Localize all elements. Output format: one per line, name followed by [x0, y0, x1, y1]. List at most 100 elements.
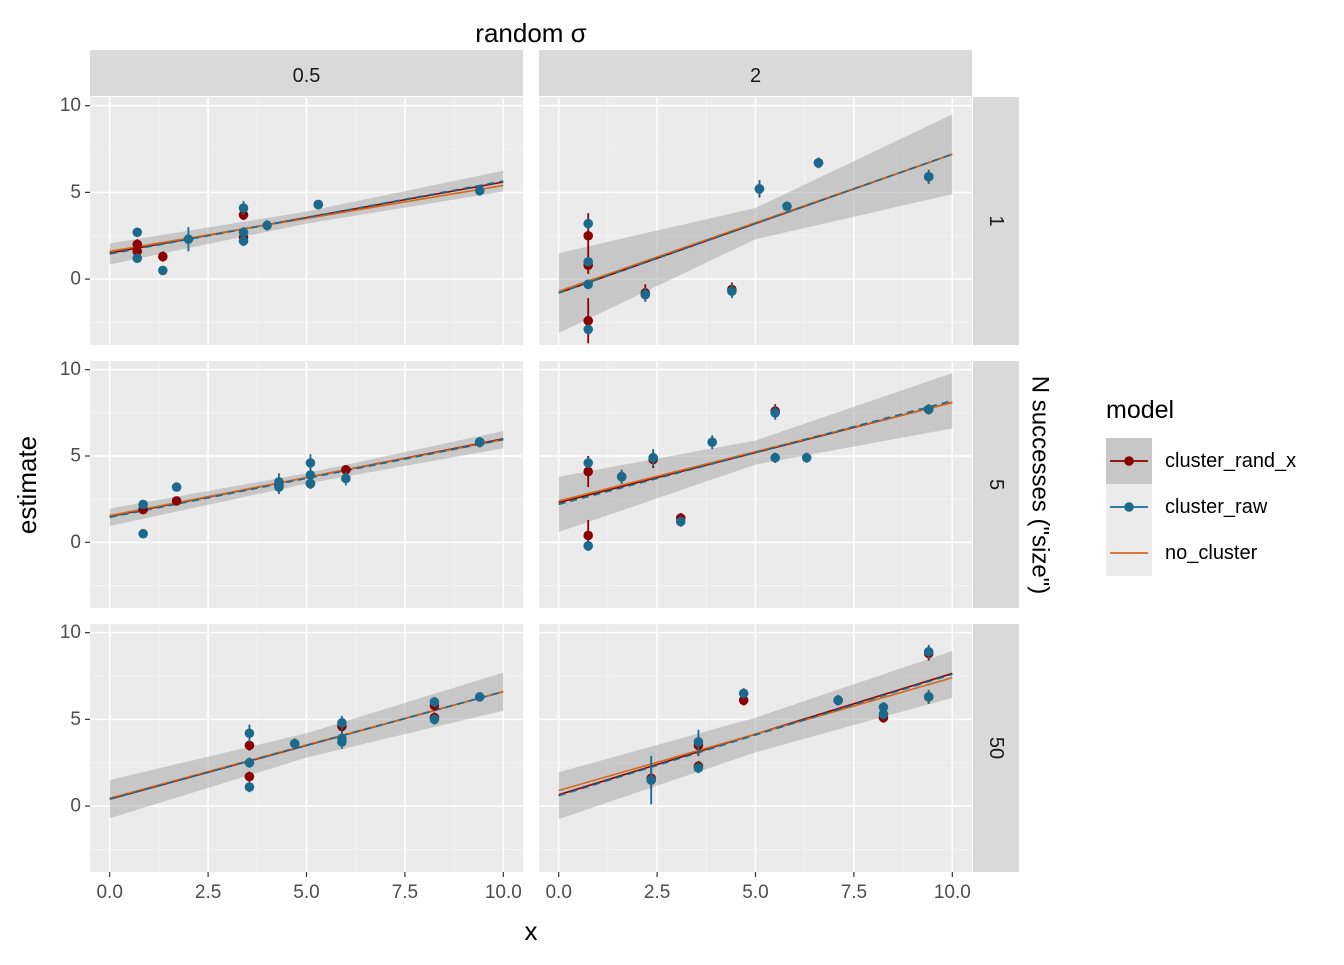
cluster-raw-point [132, 253, 143, 264]
cluster-raw-point [238, 203, 249, 213]
y-tick-label: 10 [60, 95, 81, 116]
panel-0.5-1: 0 5 10 [60, 95, 523, 345]
row-strip-50 [973, 624, 1019, 872]
cluster-raw-point [171, 482, 182, 492]
row-strip-label: 50 [985, 737, 1007, 759]
panel-2-5 [539, 361, 972, 608]
cluster-raw-point [474, 185, 485, 196]
row-strip-5 [973, 361, 1019, 608]
cluster-raw-point [305, 470, 316, 480]
y-tick-label: 0 [70, 796, 81, 817]
cluster-raw-point [238, 227, 249, 238]
x-axis-label: x [525, 916, 538, 946]
cluster-raw-point [727, 286, 737, 297]
legend-entry-label: cluster_raw [1165, 496, 1268, 518]
cluster-raw-point [429, 714, 440, 725]
cluster-raw-point [183, 234, 194, 245]
cluster-raw-point [640, 289, 651, 300]
y-tick-label: 0 [70, 532, 81, 553]
cluster-raw-point [583, 256, 594, 267]
legend-title: model [1106, 396, 1174, 424]
cluster-raw-point [305, 458, 316, 468]
x-tick-label: 0.0 [96, 882, 122, 903]
cluster-raw-point [429, 697, 440, 707]
fit-line-no-cluster [109, 184, 504, 253]
x-tick-label: 10.0 [934, 882, 971, 903]
cluster-raw-point [923, 646, 934, 657]
right-strip-title: N successes ("size") [1027, 376, 1054, 594]
cluster-rand-x-point [583, 315, 594, 326]
cluster-raw-point [583, 324, 594, 335]
cluster-raw-point [158, 265, 168, 276]
cluster-rand-x-point [171, 496, 182, 506]
cluster-raw-point [244, 728, 255, 739]
row-strip-label: 1 [985, 215, 1007, 226]
cluster-raw-point [337, 718, 347, 728]
cluster-raw-point [474, 692, 485, 702]
cluster-raw-point [474, 437, 485, 447]
cluster-raw-point [583, 458, 594, 468]
y-tick-label: 5 [70, 182, 81, 203]
cluster-rand-x-point [244, 771, 255, 782]
x-tick-label: 0.0 [545, 882, 571, 903]
cluster-raw-point [923, 692, 934, 702]
column-strip-2 [539, 50, 972, 96]
cluster-rand-x-point [583, 230, 594, 241]
y-axis-label: estimate [12, 436, 42, 534]
y-tick-label: 10 [60, 622, 81, 643]
row-strip-1 [973, 97, 1019, 345]
fit-line-no-cluster [558, 153, 953, 292]
cluster-raw-point [583, 218, 594, 229]
cluster-raw-point [138, 528, 148, 539]
cluster-raw-point [813, 158, 824, 168]
cluster-raw-point [305, 478, 316, 489]
cluster-raw-point [583, 279, 594, 290]
cluster-raw-point [833, 695, 843, 706]
cluster-raw-point [738, 688, 749, 699]
cluster-raw-point [244, 782, 255, 792]
fit-line-cluster-raw [558, 673, 953, 797]
cluster-raw-point [801, 452, 812, 463]
cluster-raw-point [583, 541, 594, 551]
cluster-rand-x-point [738, 695, 749, 706]
cluster-rand-x-point [132, 239, 143, 250]
cluster-rand-x-point [158, 251, 168, 262]
cluster-raw-point [770, 452, 780, 463]
cluster-raw-point [646, 775, 656, 785]
cluster-rand-x-point [583, 466, 594, 477]
y-tick-label: 10 [60, 359, 81, 380]
y-tick-label: 5 [70, 709, 81, 730]
cluster-raw-point [289, 738, 300, 749]
cluster-raw-point [923, 404, 934, 415]
cluster-raw-point [693, 737, 704, 747]
panel-0.5-50: 0 5 10 0.0 2.5 5.0 7.5 10.0 [60, 622, 523, 903]
legend-entry-label: cluster_rand_x [1165, 450, 1296, 472]
fit-line-cluster-raw [109, 180, 504, 255]
cluster-raw-point [238, 236, 249, 246]
cluster-raw-point [782, 201, 792, 212]
cluster-rand-x-point [341, 465, 351, 475]
column-strip-label: 0.5 [293, 65, 321, 87]
cluster-raw-point [313, 199, 324, 210]
y-tick-label: 5 [70, 446, 81, 467]
row-strip-label: 5 [985, 479, 1007, 490]
cluster-raw-point [770, 408, 780, 418]
x-tick-label: 2.5 [644, 882, 670, 903]
legend-key-point [1124, 456, 1134, 466]
column-strip-0.5 [90, 50, 523, 96]
legend-entry-label: no_cluster [1165, 542, 1258, 564]
cluster-raw-point [878, 702, 889, 713]
cluster-rand-x-point [132, 246, 143, 257]
cluster-rand-x-point [244, 740, 255, 751]
x-tick-label: 10.0 [485, 882, 522, 903]
cluster-raw-point [675, 516, 686, 527]
y-tick-label: 0 [70, 269, 81, 290]
fit-line-cluster-raw [109, 690, 504, 800]
panel-2-50: 0.0 2.5 5.0 7.5 10.0 [539, 624, 972, 903]
x-tick-label: 5.0 [293, 882, 319, 903]
cluster-raw-point [262, 220, 272, 231]
cluster-raw-point [923, 171, 934, 182]
cluster-raw-point [132, 227, 143, 238]
